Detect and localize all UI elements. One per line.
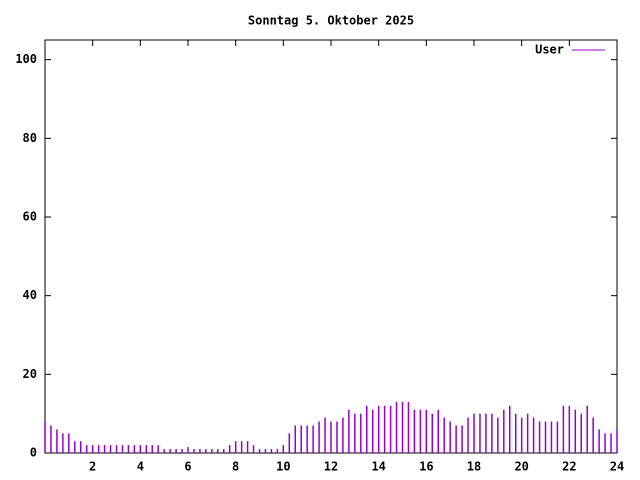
x-tick-label: 18 [467, 460, 481, 474]
y-tick-label: 20 [23, 367, 37, 381]
y-tick-label: 80 [23, 131, 37, 145]
x-tick-label: 12 [324, 460, 338, 474]
x-tick-label: 22 [562, 460, 576, 474]
x-tick-label: 20 [514, 460, 528, 474]
x-tick-label: 10 [276, 460, 290, 474]
x-tick-label: 24 [610, 460, 624, 474]
y-tick-label: 0 [30, 446, 37, 460]
plot-frame [44, 39, 618, 454]
x-tick-label: 4 [137, 460, 144, 474]
x-tick-label: 14 [371, 460, 385, 474]
y-tick-label: 100 [15, 52, 37, 66]
x-tick-label: 16 [419, 460, 433, 474]
legend-label: User [535, 43, 564, 57]
x-tick-label: 8 [232, 460, 239, 474]
x-tick-label: 2 [89, 460, 96, 474]
y-tick-label: 60 [23, 210, 37, 224]
chart-title: Sonntag 5. Oktober 2025 [248, 14, 414, 28]
y-tick-label: 40 [23, 288, 37, 302]
x-tick-label: 6 [184, 460, 191, 474]
